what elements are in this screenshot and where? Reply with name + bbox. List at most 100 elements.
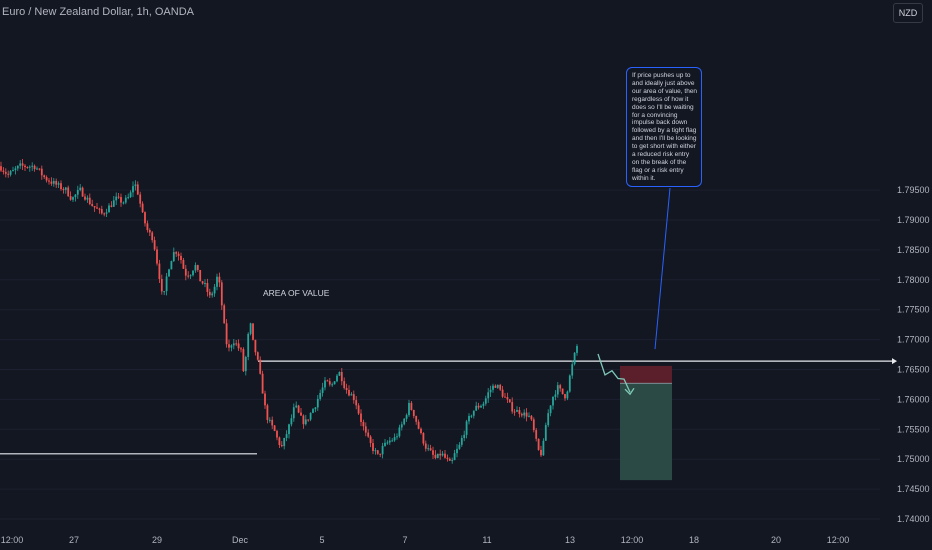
candle-body (259, 359, 262, 374)
candle-body (420, 428, 422, 434)
chart-title: Euro / New Zealand Dollar, 1h, OANDA (2, 6, 194, 18)
candle-body (290, 418, 293, 425)
x-tick-label: 27 (69, 535, 79, 545)
candle-body (254, 339, 257, 353)
short-position-zone[interactable] (620, 365, 672, 481)
arrow-down-icon (624, 387, 635, 396)
candle-body (156, 249, 158, 264)
candle-body (223, 305, 226, 324)
candle-body (271, 419, 274, 426)
time-axis[interactable]: 12:00 27 29 Dec 5 7 11 13 12:00 18 20 12:00 (1, 535, 850, 545)
candle-body (448, 458, 451, 461)
candle-body (88, 197, 91, 205)
candle-body (556, 385, 559, 395)
candle-body (247, 333, 250, 357)
candle-body (122, 202, 125, 204)
candle-body (201, 281, 204, 284)
currency-button[interactable]: NZD (893, 3, 923, 23)
candle-body (57, 183, 60, 185)
candle-body (386, 442, 389, 444)
candle-body (496, 384, 499, 388)
candle-body (225, 323, 228, 345)
callout-note[interactable]: If price pushes up to and ideally just a… (626, 67, 702, 187)
candle-body (374, 450, 377, 452)
stop-loss-zone (620, 365, 672, 384)
candle-body (571, 364, 574, 376)
candle-body (400, 424, 403, 428)
candle-body (338, 372, 341, 376)
candle-body (228, 344, 230, 348)
candle-body (199, 269, 202, 282)
x-tick-label: 12:00 (621, 535, 644, 545)
candle-body (434, 454, 437, 458)
candle-body (244, 356, 247, 372)
candle-body (220, 282, 223, 306)
candle-body (189, 275, 192, 277)
area-of-value-label: AREA OF VALUE (263, 288, 330, 298)
candle-body (576, 346, 578, 353)
candle-body (72, 197, 74, 200)
candle-body (297, 405, 300, 413)
y-tick-label: 1.79500 (897, 185, 930, 195)
price-axis[interactable]: 1.79500 1.79000 1.78500 1.78000 1.77500 1.770… (897, 185, 930, 524)
candle-body (350, 394, 353, 396)
candle-body (268, 419, 271, 421)
candle-body (494, 385, 497, 388)
candle-body (316, 398, 319, 408)
candle-body (340, 372, 343, 382)
candle-body (480, 405, 482, 408)
candle-body (218, 276, 221, 283)
candle-body (302, 415, 305, 425)
horizontal-levels[interactable] (0, 187, 897, 455)
candle-body (376, 450, 379, 454)
x-tick-label: 12:00 (1, 535, 24, 545)
candle-body (84, 196, 86, 200)
candle-body (549, 405, 552, 414)
candle-body (429, 448, 432, 451)
candle-body (182, 259, 185, 269)
x-tick-label: 11 (482, 535, 491, 545)
y-tick-label: 1.76000 (897, 394, 930, 404)
candle-body (554, 394, 557, 397)
candle-body (237, 343, 240, 349)
candle-body (345, 388, 348, 390)
candle-body (192, 270, 194, 276)
candle-body (451, 460, 454, 462)
candle-body (484, 398, 487, 404)
candle-body (36, 168, 38, 170)
projection-path[interactable] (597, 353, 635, 396)
candle-body (355, 400, 358, 406)
candle-body (40, 168, 43, 176)
candle-body (249, 323, 252, 334)
candle-body (528, 415, 530, 417)
candle-body (184, 268, 187, 276)
candle-body (108, 205, 110, 213)
candle-body (487, 392, 490, 399)
candle-body (264, 393, 266, 406)
candle-body (295, 405, 298, 408)
y-tick-label: 1.76500 (897, 365, 930, 375)
candle-body (213, 286, 216, 294)
candle-body (552, 396, 554, 406)
candle-body (508, 399, 511, 403)
candle-body (292, 407, 295, 419)
x-tick-label: Dec (232, 535, 249, 545)
x-tick-label: 12:00 (827, 535, 850, 545)
candle-body (12, 170, 14, 172)
candle-body (477, 405, 480, 408)
candle-body (544, 425, 547, 441)
candle-body (542, 440, 545, 456)
candle-body (506, 397, 509, 400)
candle-body (204, 282, 206, 284)
candle-body (453, 453, 456, 461)
candle-body (504, 396, 506, 398)
candle-body (206, 282, 209, 292)
candle-body (520, 413, 523, 416)
candle-body (408, 402, 410, 416)
arrow-head-icon (892, 358, 897, 365)
candle-body (360, 413, 362, 422)
candle-body (568, 375, 571, 392)
y-tick-label: 1.74000 (897, 514, 930, 524)
candle-body (381, 445, 384, 455)
